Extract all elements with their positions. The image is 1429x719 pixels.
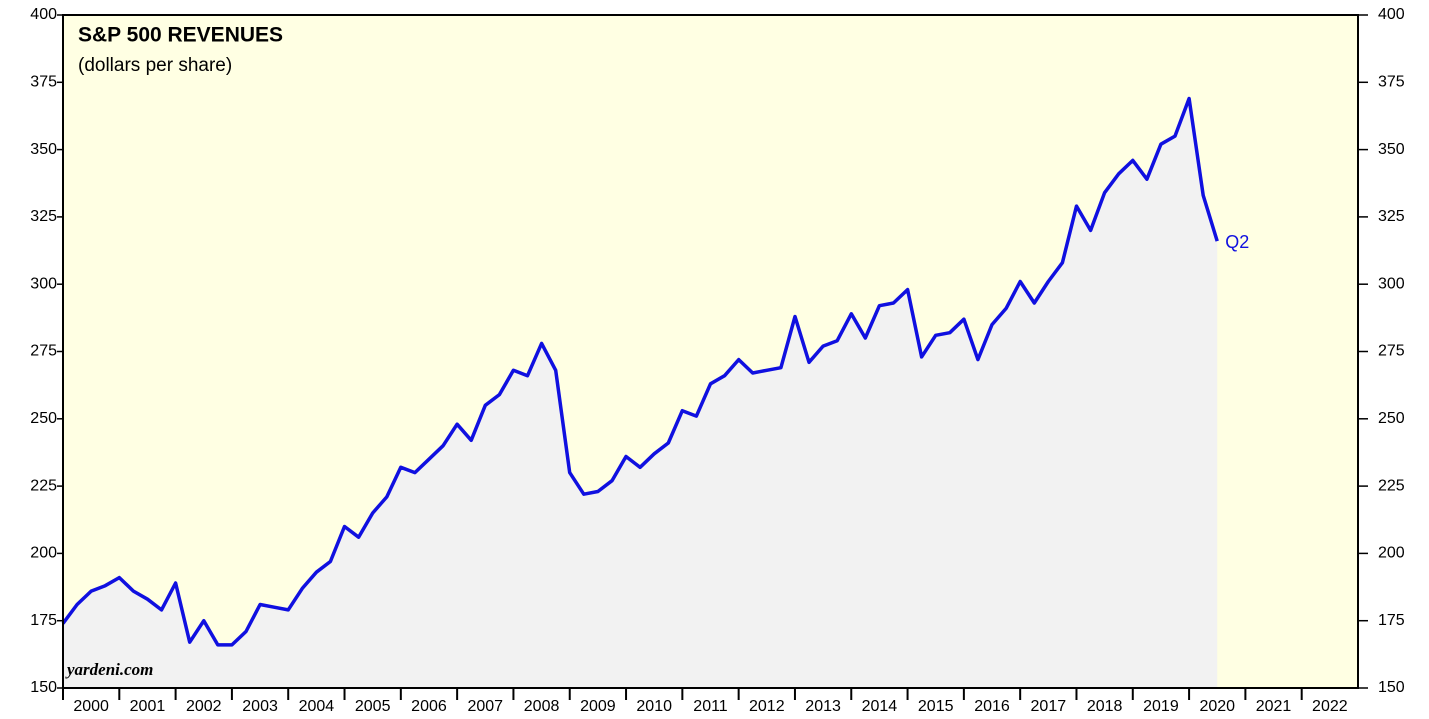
y2-tick-label: 225	[1378, 477, 1405, 494]
y-tick-label: 375	[30, 74, 57, 91]
x-tick-label: 2001	[130, 698, 166, 715]
plot	[61, 96, 1219, 688]
line	[61, 96, 1219, 647]
x-tick-label: 2004	[299, 698, 335, 715]
y-tick-label: 400	[30, 6, 57, 23]
x-tick-label: 2012	[749, 698, 785, 715]
y-tick-label: 150	[30, 679, 57, 696]
x-tick-label: 2016	[974, 698, 1010, 715]
x-tick-label: 2006	[411, 698, 447, 715]
x-tick-label: 2010	[636, 698, 672, 715]
x-tick-label: 2015	[918, 698, 954, 715]
x-tick-label: 2005	[355, 698, 391, 715]
y2-tick-label: 200	[1378, 545, 1405, 562]
y2-tick-label: 175	[1378, 612, 1405, 629]
y2-tick-label: 350	[1378, 141, 1405, 158]
area	[63, 98, 1218, 688]
y-tick-label: 175	[30, 612, 57, 629]
y2-tick-label: 400	[1378, 6, 1405, 23]
x-tick-label: 2022	[1312, 698, 1348, 715]
x-tick-label: 2002	[186, 698, 222, 715]
x-tick-label: 2003	[242, 698, 278, 715]
x-tick-label: 2017	[1031, 698, 1067, 715]
y-tick-label: 275	[30, 343, 57, 360]
y2-tick-label: 275	[1378, 343, 1405, 360]
x-tick-label: 2011	[693, 698, 728, 715]
x-tick-label: 2008	[524, 698, 560, 715]
y-tick-label: 250	[30, 410, 57, 427]
x-tick-label: 2014	[862, 698, 898, 715]
x-tick-label: 2021	[1256, 698, 1292, 715]
x-tick-label: 2018	[1087, 698, 1123, 715]
y-tick-label: 200	[30, 545, 57, 562]
y-tick-label: 300	[30, 275, 57, 292]
y2-tick-label: 325	[1378, 208, 1405, 225]
y2-tick-label: 375	[1378, 74, 1405, 91]
x-tick-label: 2013	[805, 698, 841, 715]
y2-tick-label: 300	[1378, 275, 1405, 292]
x-tick-label: 2000	[73, 698, 109, 715]
chart-subtitle: (dollars per share)	[78, 55, 232, 76]
y-tick-label: 350	[30, 141, 57, 158]
x-tick-label: 2020	[1199, 698, 1235, 715]
y2-tick-label: 150	[1378, 679, 1405, 696]
annotation: Q2	[1225, 232, 1249, 252]
x-tick-label: 2019	[1143, 698, 1179, 715]
chart-title: S&P 500 REVENUES	[78, 24, 283, 47]
x-tick-label: 2009	[580, 698, 616, 715]
watermark: yardeni.com	[65, 660, 153, 679]
y-tick-label: 225	[30, 477, 57, 494]
y-tick-label: 325	[30, 208, 57, 225]
x-tick-label: 2007	[467, 698, 503, 715]
y2-tick-label: 250	[1378, 410, 1405, 427]
